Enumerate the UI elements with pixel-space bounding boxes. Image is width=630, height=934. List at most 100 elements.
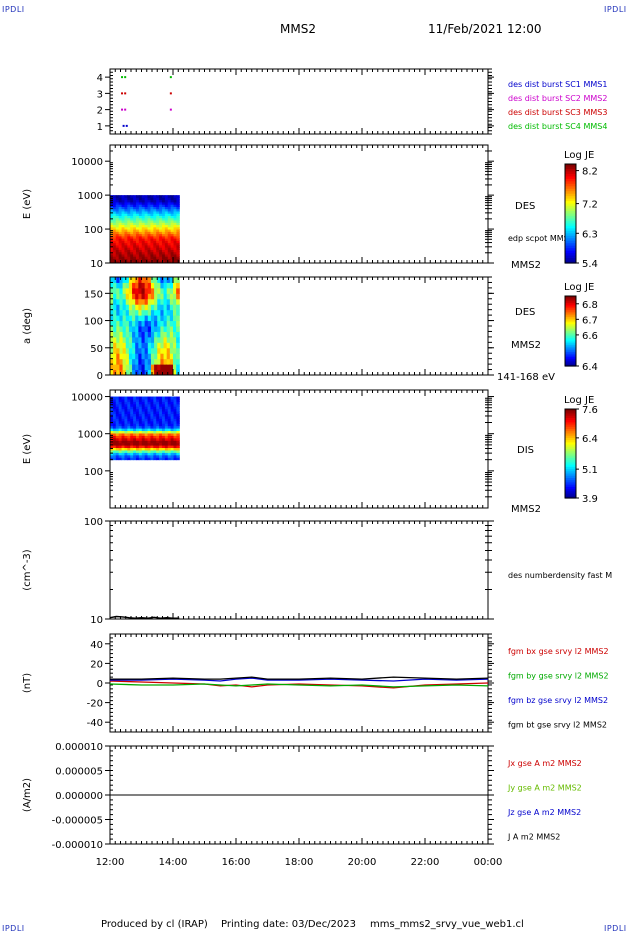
dis-energy-cell bbox=[176, 420, 180, 424]
des-pitch-cell bbox=[154, 320, 158, 327]
dis-energy-cell bbox=[173, 452, 177, 456]
des-energy-cell bbox=[133, 249, 137, 253]
des-energy-cell bbox=[124, 201, 128, 205]
colorbar-2-cell bbox=[565, 350, 576, 353]
des-energy-cell bbox=[167, 256, 172, 259]
dis-energy-cell bbox=[156, 449, 160, 453]
dis-energy-cell bbox=[156, 415, 160, 419]
des-energy-cell bbox=[124, 247, 128, 250]
des-pitch-cell bbox=[122, 331, 127, 338]
dis-energy-cell bbox=[156, 423, 160, 427]
des-energy-cell bbox=[141, 244, 146, 248]
des-pitch-cell bbox=[160, 342, 165, 349]
des-energy-cell bbox=[170, 240, 175, 244]
dis-energy-cell bbox=[133, 432, 137, 436]
dis-energy-cell bbox=[133, 415, 137, 419]
des-energy-cell bbox=[141, 197, 146, 201]
des-energy-cell bbox=[156, 229, 160, 232]
des-energy-cell bbox=[176, 210, 180, 214]
des-energy-cell bbox=[170, 213, 175, 216]
des-pitch-cell bbox=[132, 353, 136, 360]
dis-energy-cell bbox=[121, 415, 125, 419]
dis-energy-cell bbox=[124, 425, 128, 429]
des-pitch-cell bbox=[176, 336, 180, 343]
des-energy-cell bbox=[159, 247, 163, 250]
dis-energy-cell bbox=[167, 452, 172, 456]
des-energy-cell bbox=[121, 253, 125, 257]
des-energy-cell bbox=[173, 208, 177, 212]
des-energy-cell bbox=[167, 231, 172, 235]
des-pitch-cell bbox=[119, 309, 124, 316]
colorbar-1-cell bbox=[565, 164, 576, 168]
dis-energy-cell bbox=[153, 401, 157, 405]
dis-energy-cell bbox=[147, 403, 151, 407]
dis-energy-cell bbox=[138, 425, 143, 429]
colorbar-1-cell bbox=[565, 191, 576, 195]
des-pitch-cell bbox=[154, 287, 158, 294]
des-energy-cell bbox=[144, 238, 149, 241]
des-energy-cell bbox=[173, 217, 177, 221]
colorbar-2-cell bbox=[565, 336, 576, 339]
dis-energy-cell bbox=[147, 445, 151, 449]
panel-5-ytick-label: -40 bbox=[87, 718, 103, 729]
colorbar-3-tick-label: 5.1 bbox=[582, 465, 598, 476]
des-pitch-cell bbox=[176, 309, 180, 316]
colorbar-3-cell bbox=[565, 429, 576, 432]
des-pitch-cell bbox=[125, 342, 130, 349]
des-energy-cell bbox=[176, 247, 180, 250]
dis-energy-cell bbox=[161, 406, 166, 410]
dis-energy-cell bbox=[118, 449, 123, 453]
des-energy-cell bbox=[112, 201, 117, 205]
des-energy-cell bbox=[115, 208, 120, 212]
dis-energy-cell bbox=[144, 415, 149, 419]
colorbar-2-cell bbox=[565, 311, 576, 315]
dis-energy-cell bbox=[112, 445, 117, 449]
panel-6-ylabel: (A/m2) bbox=[22, 778, 33, 812]
colorbar-3-cell bbox=[565, 493, 576, 497]
dis-energy-cell bbox=[144, 430, 149, 434]
colorbar-1-cell bbox=[565, 248, 576, 252]
des-energy-cell bbox=[127, 220, 131, 223]
colorbar-1-cell bbox=[565, 218, 576, 222]
des-pitch-cell bbox=[154, 298, 158, 305]
des-pitch-cell bbox=[128, 320, 133, 327]
des-pitch-cell bbox=[166, 364, 171, 371]
des-energy-cell bbox=[156, 260, 160, 264]
dis-energy-cell bbox=[159, 396, 163, 400]
dis-energy-cell bbox=[130, 401, 134, 405]
colorbar-2-cell bbox=[565, 339, 576, 343]
des-pitch-cell bbox=[135, 298, 139, 305]
colorbar-2-cell bbox=[565, 324, 576, 327]
des-energy-cell bbox=[173, 258, 177, 262]
colorbar-1-tick-label: 8.2 bbox=[582, 167, 598, 178]
des-energy-cell bbox=[150, 222, 154, 226]
des-pitch-cell bbox=[154, 326, 158, 332]
des-energy-cell bbox=[121, 195, 125, 198]
dis-energy-cell bbox=[124, 440, 128, 444]
des-energy-cell bbox=[144, 258, 149, 262]
des-energy-cell bbox=[144, 224, 149, 228]
des-pitch-cell bbox=[157, 364, 161, 371]
dis-energy-cell bbox=[133, 413, 137, 417]
colorbar-1-cell bbox=[565, 220, 576, 224]
des-energy-cell bbox=[159, 251, 163, 255]
dis-energy-cell bbox=[133, 406, 137, 410]
des-energy-cell bbox=[170, 222, 175, 226]
des-energy-cell bbox=[147, 224, 151, 228]
dis-energy-cell bbox=[130, 442, 134, 446]
des-energy-cell bbox=[133, 238, 137, 241]
colorbar-2-cell bbox=[565, 301, 576, 304]
des-pitch-cell bbox=[173, 342, 177, 349]
des-energy-cell bbox=[118, 217, 123, 221]
des-energy-cell bbox=[153, 240, 157, 244]
des-energy-cell bbox=[124, 233, 128, 237]
des-energy-cell bbox=[173, 201, 177, 205]
dis-energy-cell bbox=[121, 408, 125, 412]
dis-energy-cell bbox=[159, 411, 163, 415]
des-energy-cell bbox=[135, 238, 140, 241]
des-pitch-cell bbox=[169, 293, 174, 300]
des-pitch-cell bbox=[157, 315, 161, 322]
des-pitch-cell bbox=[144, 298, 149, 305]
des-pitch-cell bbox=[150, 336, 155, 343]
des-energy-cell bbox=[110, 208, 114, 212]
